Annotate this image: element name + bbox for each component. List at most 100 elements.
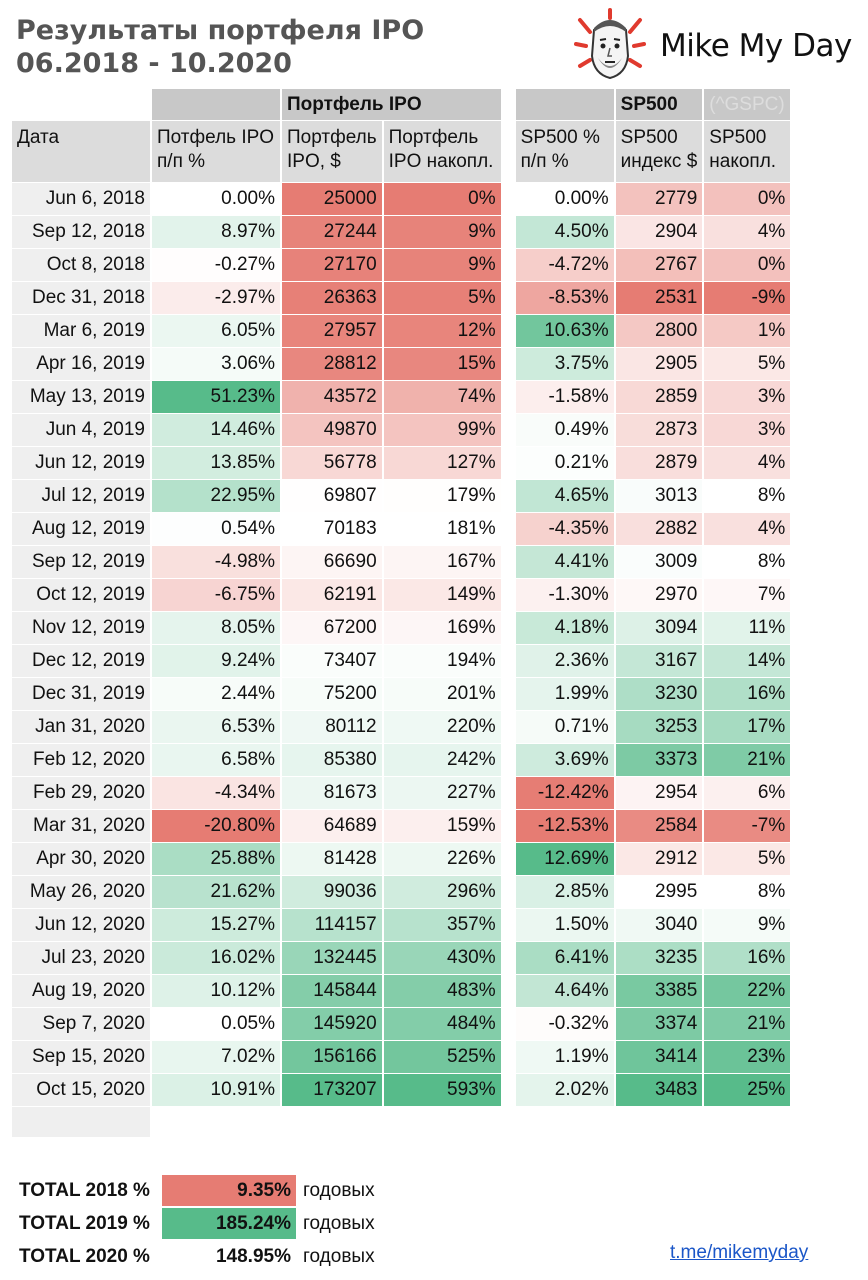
ipo-cum-cell: 179%	[383, 480, 501, 512]
ipo-cum-cell: 167%	[383, 546, 501, 578]
sp-cum-cell: 8%	[704, 876, 791, 908]
ipo-cum-cell: 9%	[383, 249, 501, 281]
date-cell: Apr 30, 2020	[12, 843, 150, 875]
ipo-usd-cell: 81673	[282, 777, 382, 809]
ipo-cum-cell: 5%	[383, 282, 501, 314]
sp-pct-cell: 6.41%	[515, 942, 614, 974]
total-suffix: годовых	[303, 1245, 375, 1267]
ipo-usd-cell: 49870	[282, 414, 382, 446]
table-row: Jul 12, 2019 22.95% 69807 179% 4.65% 3013 8%	[12, 480, 791, 512]
sp-idx-cell: 3385	[615, 975, 703, 1007]
ipo-cum-cell: 220%	[383, 711, 501, 743]
total-row: TOTAL 2019 % 185.24% годовых	[14, 1208, 398, 1239]
sp-pct-cell: 2.85%	[515, 876, 614, 908]
sp-pct-cell: -4.35%	[515, 513, 614, 545]
title-line-2: 06.2018 - 10.2020	[16, 48, 292, 79]
table-row: Jul 23, 2020 16.02% 132445 430% 6.41% 3235 16%	[12, 942, 791, 974]
table-row: Mar 31, 2020 -20.80% 64689 159% -12.53% 2584-…	[12, 810, 791, 842]
sp-pct-cell: 4.50%	[515, 216, 614, 248]
ipo-usd-cell: 114157	[282, 909, 382, 941]
sp-cum-cell: 21%	[704, 1008, 791, 1040]
ipo-cum-cell: 0%	[383, 183, 501, 215]
table-row: Jun 12, 2019 13.85% 56778 127% 0.21% 2879 4%	[12, 447, 791, 479]
sp-pct-cell: 1.50%	[515, 909, 614, 941]
sp-cum-cell: -7%	[704, 810, 791, 842]
date-cell: Sep 15, 2020	[12, 1041, 150, 1073]
date-cell: Aug 19, 2020	[12, 975, 150, 1007]
date-cell: Dec 31, 2018	[12, 282, 150, 314]
sp-idx-cell: 2954	[615, 777, 703, 809]
blank-row	[12, 1107, 790, 1137]
ipo-pct-cell: -0.27%	[152, 249, 280, 281]
sp-pct-cell: 0.49%	[515, 414, 614, 446]
total-label: TOTAL 2018 %	[19, 1179, 150, 1201]
date-cell: Sep 12, 2018	[12, 216, 150, 248]
ipo-usd-cell: 66690	[282, 546, 382, 578]
table-row: Nov 12, 2019 8.05% 67200 169% 4.18% 3094 11%	[12, 612, 791, 644]
ipo-usd-cell: 80112	[282, 711, 382, 743]
sp-idx-cell: 2904	[615, 216, 703, 248]
date-cell: Mar 6, 2019	[12, 315, 150, 347]
column-header-line: SP500	[620, 127, 678, 148]
sp-pct-cell: -4.72%	[515, 249, 614, 281]
ipo-pct-cell: 8.97%	[152, 216, 280, 248]
telegram-link[interactable]: t.me/mikemyday	[670, 1242, 809, 1263]
ipo-cum-cell: 525%	[383, 1041, 501, 1073]
sp-cum-cell: 6%	[704, 777, 791, 809]
sp-cum-cell: 0%	[704, 183, 791, 215]
group-label-ipo: Портфель IPO	[282, 89, 501, 120]
ipo-usd-cell: 43572	[282, 381, 382, 413]
ipo-cum-cell: 226%	[383, 843, 501, 875]
sp-idx-cell: 3235	[615, 942, 703, 974]
date-cell: Dec 31, 2019	[12, 678, 150, 710]
ipo-pct-cell: 0.05%	[152, 1008, 280, 1040]
total-label: TOTAL 2019 %	[19, 1212, 150, 1234]
ipo-usd-cell: 99036	[282, 876, 382, 908]
sp-idx-cell: 3040	[615, 909, 703, 941]
sp-cum-cell: 11%	[704, 612, 791, 644]
total-value: 185.24%	[162, 1208, 296, 1239]
ipo-cum-cell: 593%	[383, 1074, 501, 1106]
sp-idx-cell: 3253	[615, 711, 703, 743]
ipo-cum-cell: 357%	[383, 909, 501, 941]
ipo-pct-cell: 25.88%	[152, 843, 280, 875]
sp-cum-cell: 4%	[704, 216, 791, 248]
ipo-pct-cell: 10.12%	[152, 975, 280, 1007]
ipo-pct-cell: 9.24%	[152, 645, 280, 677]
ipo-pct-cell: 6.05%	[152, 315, 280, 347]
ipo-pct-cell: 15.27%	[152, 909, 280, 941]
sp-idx-cell: 3167	[615, 645, 703, 677]
ipo-pct-cell: -4.34%	[152, 777, 280, 809]
column-header-line: Потфель IPO	[157, 127, 275, 148]
column-header-line: Портфель	[287, 127, 377, 148]
ipo-cum-cell: 15%	[383, 348, 501, 380]
column-header-line: IPO, $	[287, 151, 341, 172]
sp-idx-cell: 2584	[615, 810, 703, 842]
table-row: Dec 31, 2019 2.44% 75200 201% 1.99% 3230 16%	[12, 678, 791, 710]
ipo-usd-cell: 85380	[282, 744, 382, 776]
column-header-ipo-pct: Потфель IPO п/п %	[152, 121, 280, 182]
ipo-pct-cell: 8.05%	[152, 612, 280, 644]
sp-pct-cell: -8.53%	[515, 282, 614, 314]
column-header-sp-idx: SP500 индекс $	[615, 121, 703, 182]
column-header-row: Дата Потфель IPO п/п % Портфель IPO, $ Портфе…	[12, 121, 791, 182]
ipo-usd-cell: 70183	[282, 513, 382, 545]
ipo-pct-cell: 3.06%	[152, 348, 280, 380]
table-row: Dec 31, 2018 -2.97% 26363 5% -8.53% 2531 -9%	[12, 282, 791, 314]
date-cell: Jul 23, 2020	[12, 942, 150, 974]
table-row: Aug 12, 2019 0.54% 70183 181% -4.35% 2882 4%	[12, 513, 791, 545]
group-header-row: Портфель IPO SP500 (^GSPC)	[12, 89, 791, 120]
sp-cum-cell: 17%	[704, 711, 791, 743]
sp-pct-cell: 2.36%	[515, 645, 614, 677]
date-cell: Feb 12, 2020	[12, 744, 150, 776]
table-row: Aug 19, 2020 10.12% 145844 483% 4.64% 3385 22%	[12, 975, 791, 1007]
date-cell: Oct 12, 2019	[12, 579, 150, 611]
total-value: 148.95%	[162, 1241, 296, 1272]
ipo-usd-cell: 28812	[282, 348, 382, 380]
date-cell: Dec 12, 2019	[12, 645, 150, 677]
ipo-pct-cell: 22.95%	[152, 480, 280, 512]
sp-idx-cell: 2905	[615, 348, 703, 380]
sp-cum-cell: 8%	[704, 546, 791, 578]
sp-cum-cell: 5%	[704, 843, 791, 875]
sp-pct-cell: 10.63%	[515, 315, 614, 347]
